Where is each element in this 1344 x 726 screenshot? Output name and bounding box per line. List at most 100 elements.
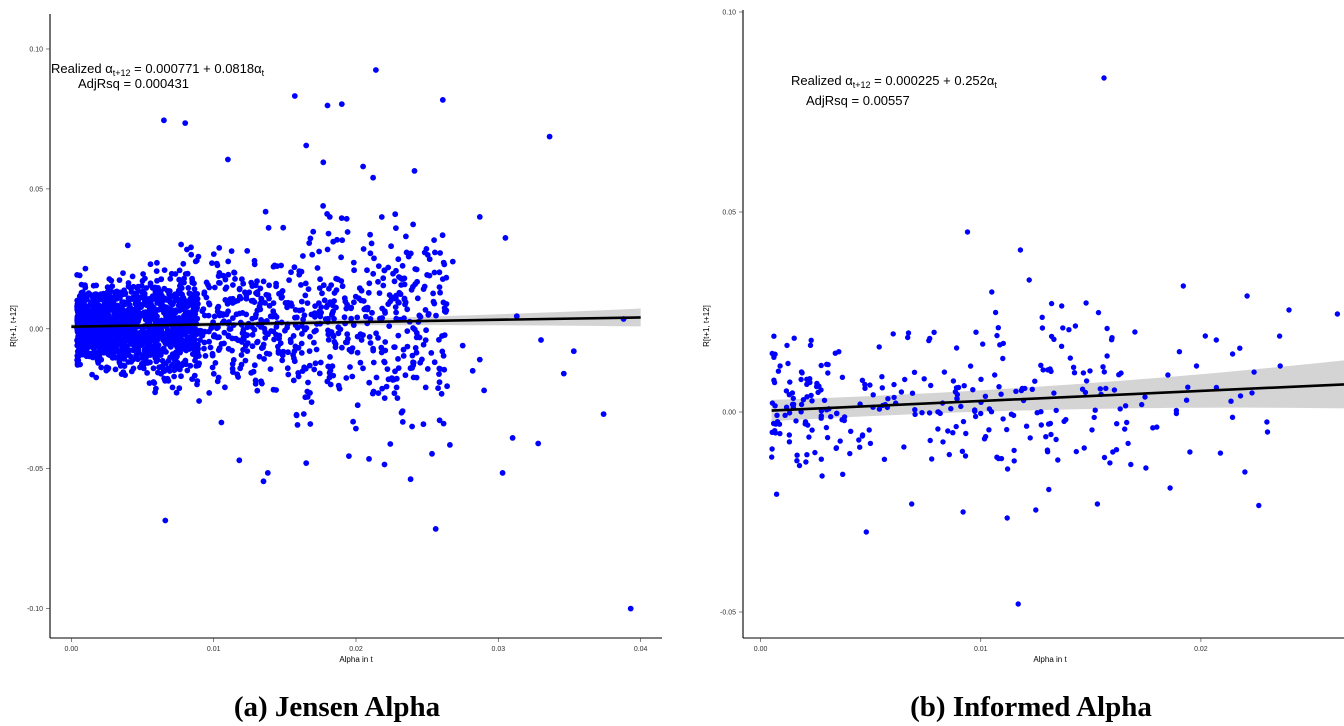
data-point bbox=[1256, 502, 1262, 509]
data-point bbox=[224, 300, 231, 307]
data-point bbox=[379, 385, 386, 392]
data-point bbox=[305, 286, 312, 292]
data-point bbox=[386, 323, 393, 329]
data-point bbox=[381, 267, 388, 274]
data-point bbox=[192, 357, 198, 364]
data-point bbox=[172, 366, 179, 372]
data-point bbox=[382, 347, 389, 354]
data-point bbox=[76, 352, 82, 359]
data-point bbox=[84, 296, 90, 303]
data-point bbox=[414, 295, 421, 302]
data-point bbox=[399, 419, 406, 425]
data-point bbox=[912, 407, 918, 413]
data-point bbox=[159, 357, 166, 364]
data-point bbox=[103, 327, 109, 334]
data-point bbox=[181, 301, 187, 307]
data-point bbox=[285, 371, 292, 378]
data-point bbox=[1183, 397, 1190, 403]
data-point bbox=[225, 345, 232, 352]
y-tick-label: -0.05 bbox=[27, 466, 43, 473]
data-point bbox=[809, 427, 815, 433]
data-point bbox=[1122, 403, 1129, 409]
data-point bbox=[449, 258, 456, 265]
data-point bbox=[176, 327, 182, 334]
data-point bbox=[833, 445, 839, 452]
data-point bbox=[150, 304, 157, 311]
data-point bbox=[171, 373, 178, 380]
data-point bbox=[821, 397, 828, 403]
data-point bbox=[270, 386, 277, 393]
data-point bbox=[400, 346, 407, 353]
data-point bbox=[201, 291, 208, 297]
data-point bbox=[154, 313, 160, 320]
data-point bbox=[324, 102, 331, 109]
data-point bbox=[320, 282, 327, 289]
data-point bbox=[210, 370, 217, 377]
data-point bbox=[193, 257, 200, 264]
data-point bbox=[82, 282, 88, 289]
data-point bbox=[330, 238, 337, 245]
data-point bbox=[148, 314, 155, 321]
data-point bbox=[202, 328, 208, 335]
data-point bbox=[312, 360, 319, 367]
data-point bbox=[791, 335, 797, 341]
data-point bbox=[1091, 414, 1097, 421]
data-point bbox=[360, 246, 367, 252]
data-point bbox=[428, 350, 435, 356]
y-ticks: -0.05 0.00 0.05 0.10 bbox=[720, 10, 743, 617]
data-point bbox=[354, 349, 361, 356]
data-point bbox=[222, 286, 229, 292]
data-point bbox=[941, 369, 948, 375]
data-point bbox=[998, 455, 1005, 462]
data-point bbox=[785, 360, 791, 367]
data-point bbox=[972, 413, 979, 420]
data-point bbox=[388, 375, 395, 381]
data-point bbox=[348, 315, 355, 322]
data-point bbox=[210, 251, 217, 257]
data-point bbox=[331, 298, 337, 304]
data-point bbox=[1029, 386, 1036, 392]
data-point bbox=[366, 334, 373, 340]
data-point bbox=[146, 380, 153, 386]
data-point bbox=[1100, 364, 1106, 370]
data-point bbox=[804, 452, 810, 458]
data-point bbox=[982, 393, 989, 399]
data-point bbox=[249, 331, 256, 338]
data-point bbox=[823, 424, 830, 431]
data-point bbox=[1124, 419, 1130, 426]
data-point bbox=[1071, 370, 1078, 376]
data-point bbox=[147, 352, 154, 358]
data-point bbox=[85, 328, 92, 335]
data-point bbox=[154, 300, 161, 306]
data-point bbox=[1032, 378, 1038, 384]
data-point bbox=[266, 282, 272, 289]
data-point bbox=[772, 430, 779, 436]
data-point bbox=[388, 294, 395, 301]
data-point bbox=[251, 326, 258, 333]
data-point bbox=[142, 316, 149, 323]
data-point bbox=[546, 133, 553, 140]
data-point bbox=[178, 373, 184, 380]
data-point bbox=[244, 340, 251, 346]
data-point bbox=[222, 384, 228, 391]
data-point bbox=[1038, 422, 1045, 428]
data-point bbox=[958, 403, 964, 410]
data-point bbox=[867, 440, 874, 447]
data-point bbox=[1242, 469, 1248, 475]
data-point bbox=[273, 324, 280, 330]
data-point bbox=[354, 333, 361, 340]
data-point bbox=[221, 318, 227, 325]
data-point bbox=[1132, 329, 1138, 335]
data-point bbox=[1039, 314, 1045, 320]
data-point bbox=[793, 418, 799, 424]
data-point bbox=[214, 308, 221, 315]
data-point bbox=[182, 120, 189, 126]
data-point bbox=[396, 299, 402, 306]
data-point bbox=[370, 359, 377, 366]
data-point bbox=[279, 357, 286, 364]
data-point bbox=[87, 339, 93, 345]
data-point bbox=[442, 309, 449, 315]
data-point bbox=[379, 315, 386, 321]
data-point bbox=[960, 418, 967, 425]
data-point bbox=[436, 379, 443, 386]
